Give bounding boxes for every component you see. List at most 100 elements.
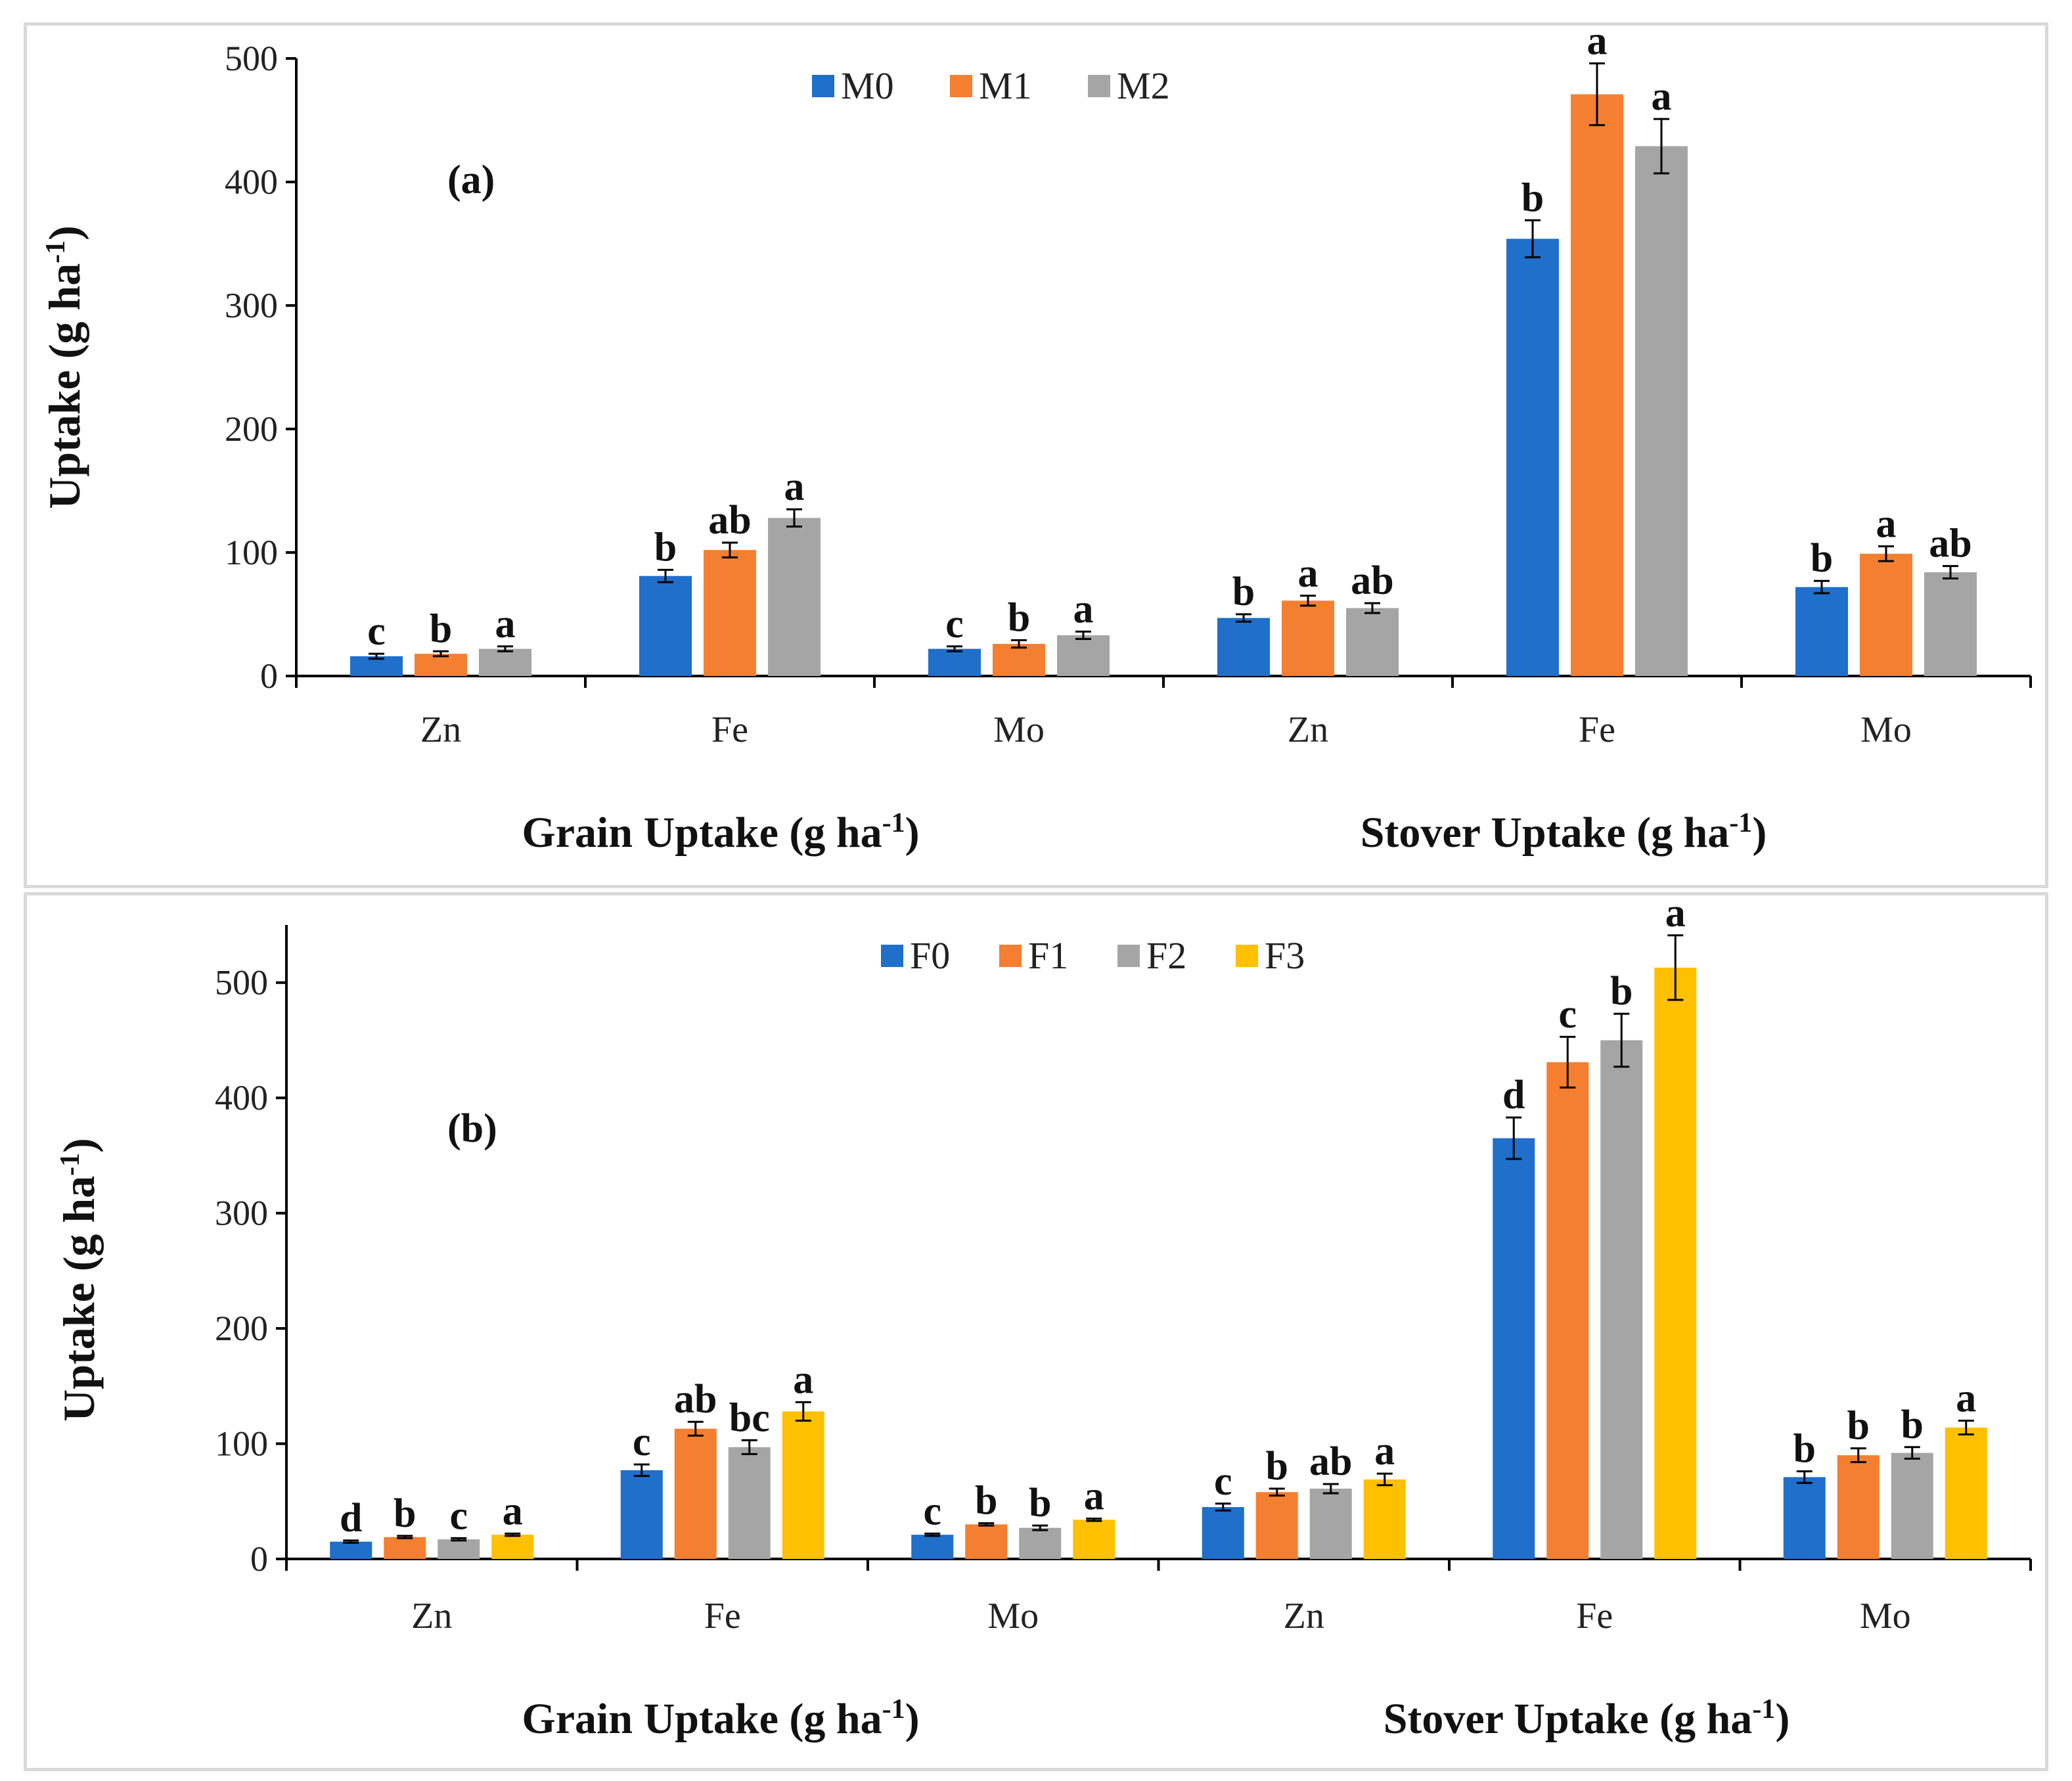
- y-tick-label: 100: [215, 1424, 268, 1464]
- significance-letter: ab: [674, 1377, 717, 1422]
- bar-f3: [491, 1535, 534, 1559]
- significance-letter: b: [654, 525, 677, 570]
- bar-m1: [415, 654, 467, 676]
- significance-letter: b: [1029, 1481, 1051, 1525]
- y-tick-label: 500: [215, 963, 268, 1003]
- chart-a: 0 100 200 300 400 500 Zn Fe Mo Zn Fe Mo Grain Uptake…: [39, 26, 2032, 857]
- bar-f3: [1654, 967, 1697, 1559]
- significance-letter: c: [449, 1493, 468, 1538]
- panel-tag: (a): [447, 158, 495, 202]
- panel-tag: (b): [447, 1106, 497, 1151]
- legend-label-m0: M0: [841, 64, 894, 107]
- y-tick-label: 200: [225, 409, 278, 449]
- legend-swatch-m0: [812, 75, 834, 97]
- x-group-label: Grain Uptake (g ha-1): [522, 808, 919, 857]
- bar-f0: [330, 1541, 372, 1559]
- bar-f1: [1837, 1455, 1880, 1559]
- bar-f0: [1493, 1138, 1535, 1559]
- significance-letter: b: [394, 1491, 416, 1536]
- x-category-label: Fe: [711, 710, 748, 750]
- bar-f1: [965, 1524, 1008, 1559]
- bar-f2: [728, 1447, 771, 1559]
- significance-letter: b: [1610, 969, 1633, 1014]
- significance-letter: b: [1847, 1404, 1870, 1449]
- y-tick-label: 200: [215, 1309, 268, 1348]
- x-category-label: Mo: [993, 710, 1045, 750]
- bar-m1: [993, 644, 1045, 676]
- chart-panel-b: 0 100 200 300 400 500 Zn Fe Mo Zn Fe Mo Grain Uptake…: [24, 892, 2048, 1771]
- bar-f2: [1019, 1527, 1062, 1559]
- legend-label-f2: F2: [1146, 934, 1186, 977]
- bar-f3: [782, 1411, 824, 1559]
- x-category-label: Zn: [420, 710, 461, 750]
- significance-letter: b: [1266, 1444, 1288, 1489]
- y-tick-label: 0: [250, 1539, 268, 1579]
- bar-m2: [768, 518, 821, 676]
- bar-f3: [1363, 1479, 1406, 1559]
- chart-panel-a: 0 100 200 300 400 500 Zn Fe Mo Zn Fe Mo Grain Uptake…: [24, 22, 2048, 888]
- y-tick-label: 500: [225, 39, 278, 78]
- significance-letter: c: [367, 609, 386, 654]
- x-category-label: Mo: [1860, 1596, 1911, 1636]
- significance-letter: b: [430, 606, 452, 651]
- significance-letter: d: [1502, 1073, 1525, 1117]
- x-group-label: Stover Uptake (g ha-1): [1361, 808, 1767, 857]
- y-tick-label: 0: [260, 656, 278, 696]
- legend-swatch-m1: [950, 75, 972, 97]
- y-axis-title: Uptake (g ha-1): [54, 1138, 104, 1422]
- x-category-label: Mo: [1860, 710, 1912, 750]
- significance-letter: ab: [1929, 522, 1971, 566]
- significance-letter: ab: [1351, 558, 1393, 603]
- x-group-label: Grain Uptake (g ha-1): [522, 1694, 919, 1743]
- y-axis-title: Uptake (g ha-1): [39, 225, 89, 509]
- bar-m2: [479, 648, 531, 676]
- significance-letter: a: [1587, 26, 1608, 64]
- bar-f2: [1891, 1453, 1933, 1559]
- significance-letter: a: [1876, 502, 1897, 547]
- significance-letter: ab: [1309, 1439, 1352, 1484]
- significance-letter: b: [1811, 536, 1833, 581]
- x-category-label: Zn: [1288, 710, 1328, 750]
- significance-letter: b: [1232, 570, 1255, 614]
- x-category-label: Fe: [1579, 710, 1615, 750]
- bar-m2: [1924, 572, 1977, 676]
- bar-m2: [1635, 146, 1688, 677]
- legend-label-m1: M1: [979, 64, 1032, 107]
- bar-m2: [1057, 635, 1110, 676]
- significance-letter: ab: [708, 498, 751, 543]
- bar-f1: [1546, 1062, 1589, 1559]
- legend-swatch-f3: [1236, 945, 1258, 967]
- bar-m1: [1860, 553, 1912, 676]
- significance-letter: b: [1521, 175, 1544, 220]
- significance-letter: a: [1665, 895, 1686, 936]
- significance-letter: a: [784, 464, 805, 509]
- bar-f2: [1600, 1040, 1643, 1559]
- significance-letter: a: [1652, 74, 1672, 119]
- x-category-label: Mo: [987, 1596, 1039, 1636]
- chart-b: 0 100 200 300 400 500 Zn Fe Mo Zn Fe Mo Grain Uptake…: [54, 895, 2032, 1743]
- significance-letter: c: [945, 602, 964, 646]
- significance-letter: a: [1374, 1429, 1395, 1474]
- legend-swatch-f2: [1117, 945, 1140, 967]
- significance-letter: b: [1793, 1427, 1816, 1472]
- y-tick-label: 300: [215, 1194, 268, 1233]
- legend-swatch-f1: [999, 945, 1022, 967]
- x-category-label: Zn: [411, 1596, 452, 1636]
- x-group-label: Stover Uptake (g ha-1): [1384, 1694, 1790, 1743]
- bar-m0: [639, 575, 692, 676]
- bar-f3: [1945, 1427, 1987, 1559]
- y-tick-label: 400: [225, 162, 278, 202]
- bar-f2: [1309, 1488, 1352, 1559]
- significance-letter: a: [495, 602, 516, 646]
- significance-letter: b: [1008, 595, 1030, 640]
- y-tick-label: 300: [225, 286, 278, 325]
- legend-label-f1: F1: [1028, 934, 1068, 977]
- x-category-label: Fe: [1576, 1596, 1613, 1636]
- significance-letter: a: [503, 1489, 523, 1533]
- significance-letter: c: [1214, 1459, 1232, 1504]
- legend-swatch-f0: [881, 945, 903, 967]
- significance-letter: b: [1901, 1403, 1924, 1447]
- significance-letter: b: [975, 1479, 997, 1523]
- legend-swatch-m2: [1088, 75, 1110, 97]
- bar-f2: [438, 1539, 480, 1559]
